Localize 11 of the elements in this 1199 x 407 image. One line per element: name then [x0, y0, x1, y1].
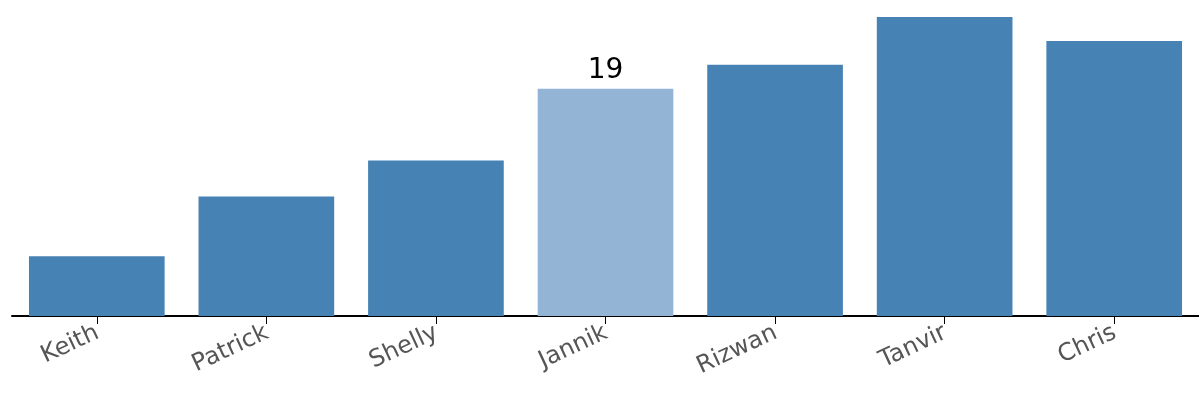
x-tick-label: Tanvir [873, 317, 951, 374]
bar [537, 88, 674, 316]
bar [368, 160, 504, 316]
bar [28, 256, 165, 316]
bar [876, 17, 1013, 316]
bar [707, 64, 843, 316]
x-tick-label: Keith [35, 317, 103, 369]
bar [198, 196, 335, 316]
bar [1046, 40, 1183, 316]
data-label: 19 [587, 52, 624, 86]
x-tick-label: Chris [1053, 317, 1121, 369]
